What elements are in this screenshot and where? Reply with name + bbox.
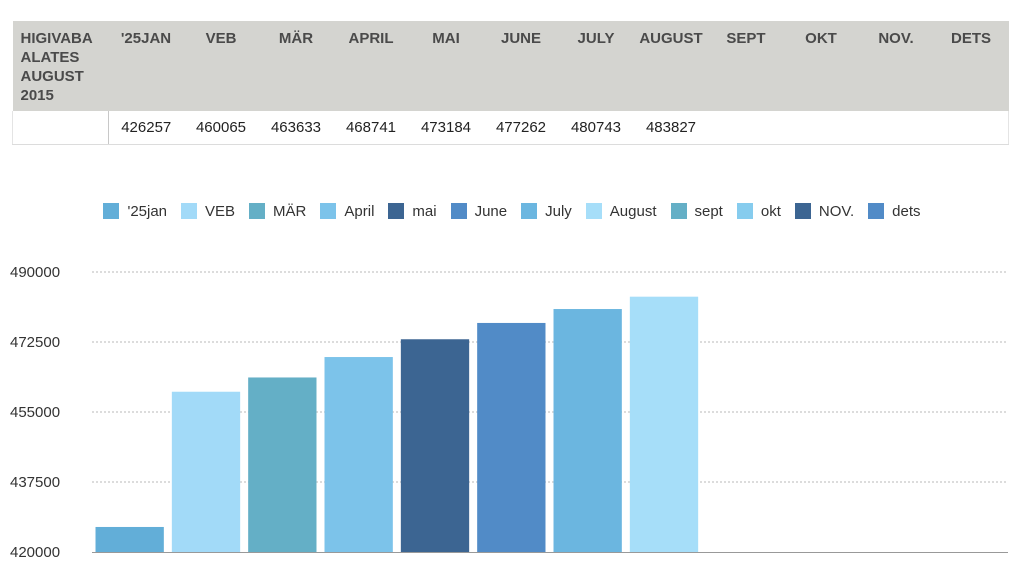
table-header-cell: NOV.: [858, 21, 934, 111]
legend-swatch: [670, 203, 687, 219]
table-header-cell: JUNE: [483, 21, 559, 111]
bar-1[interactable]: [171, 391, 241, 552]
table-cell: 460065: [183, 111, 259, 145]
table-header-cell: DETS: [933, 21, 1009, 111]
legend-item[interactable]: July: [521, 203, 572, 220]
legend-label: June: [474, 202, 508, 220]
legend-item[interactable]: MÄR: [249, 203, 306, 220]
y-axis-ticks: 420000 437500 455000 472500 490000: [10, 264, 60, 561]
legend-item[interactable]: mai: [388, 202, 437, 220]
table-header-cell: JULY: [558, 21, 634, 111]
legend-swatch: [794, 203, 811, 219]
legend-swatch: [521, 203, 538, 219]
table-cell: 426257: [108, 111, 184, 145]
legend-item[interactable]: VEB: [181, 203, 235, 220]
table-header-cell: SEPT: [708, 21, 784, 111]
table-header-cell: AUGUST: [633, 21, 709, 111]
y-tick-label: 455000: [10, 404, 60, 421]
y-tick-label: 420000: [10, 544, 60, 561]
table-header-cell: OKT: [783, 21, 859, 111]
table-header-cell: APRIL: [333, 21, 409, 111]
table-header-row: HIGIVABA ALATES AUGUST 2015 '25JAN VEB M…: [12, 21, 1009, 111]
table-header-cell: MAI: [408, 21, 484, 111]
legend-item[interactable]: NOV.: [794, 202, 855, 220]
table-header-cell: '25JAN: [108, 21, 184, 111]
table-row-label: [12, 111, 109, 145]
y-tick-label: 472500: [10, 334, 60, 351]
bar-7[interactable]: [629, 296, 699, 552]
legend-swatch: [868, 203, 885, 219]
legend-label: okt: [760, 202, 781, 220]
legend-item[interactable]: August: [585, 202, 657, 220]
bar-4[interactable]: [400, 339, 470, 552]
legend-label: VEB: [205, 202, 236, 220]
legend-label: '25jan: [127, 202, 168, 220]
table-row: 426257 460065 463633 468741 473184 47726…: [12, 111, 1009, 145]
legend-swatch: [585, 203, 602, 219]
legend-label: July: [545, 202, 572, 220]
table-cell: [783, 111, 859, 145]
bar-chart: 420000 437500 455000 472500 490000: [10, 264, 1008, 561]
legend-label: sept: [694, 202, 723, 220]
legend-item[interactable]: sept: [670, 202, 723, 220]
bars: [95, 296, 699, 552]
table-cell: 468741: [333, 111, 409, 145]
legend-swatch: [103, 203, 120, 219]
legend-label: MÄR: [273, 202, 307, 220]
legend-label: dets: [892, 202, 921, 220]
legend-item[interactable]: June: [450, 202, 508, 220]
table-cell: 473184: [408, 111, 484, 145]
legend-swatch: [320, 203, 337, 219]
table-cell: [933, 111, 1009, 145]
legend-swatch: [388, 203, 405, 219]
table-header-cell: MÄR: [258, 21, 334, 111]
legend-label: August: [609, 202, 657, 220]
bar-3[interactable]: [324, 357, 393, 552]
table-cell: [708, 111, 784, 145]
table-cell: 480743: [558, 111, 634, 145]
y-tick-label: 437500: [10, 474, 60, 491]
grid-lines: [92, 271, 1008, 483]
legend-item[interactable]: '25jan: [103, 203, 167, 220]
bar-6[interactable]: [553, 309, 622, 552]
legend-item[interactable]: okt: [736, 202, 781, 220]
chart-legend: '25jan VEB MÄR April mai June July August sept ok…: [0, 201, 1024, 221]
legend-label: April: [344, 202, 375, 220]
y-tick-label: 490000: [10, 264, 60, 281]
legend-swatch: [181, 203, 198, 219]
bar-0[interactable]: [95, 526, 164, 552]
bar-2[interactable]: [248, 377, 317, 552]
table-cell: 463633: [258, 111, 334, 145]
legend-item[interactable]: April: [320, 203, 374, 220]
legend-item[interactable]: dets: [868, 202, 921, 220]
table-header-label: HIGIVABA ALATES AUGUST 2015: [12, 21, 109, 111]
legend-swatch: [736, 203, 753, 219]
legend-label: NOV.: [818, 202, 855, 220]
data-table: HIGIVABA ALATES AUGUST 2015 '25JAN VEB M…: [12, 21, 1009, 145]
table-cell: 483827: [633, 111, 709, 145]
legend-label: mai: [412, 202, 437, 220]
table-cell: [858, 111, 934, 145]
table-header-cell: VEB: [183, 21, 259, 111]
table-cell: 477262: [483, 111, 559, 145]
legend-swatch: [450, 203, 467, 219]
bar-5[interactable]: [477, 322, 546, 552]
legend-swatch: [249, 203, 266, 219]
